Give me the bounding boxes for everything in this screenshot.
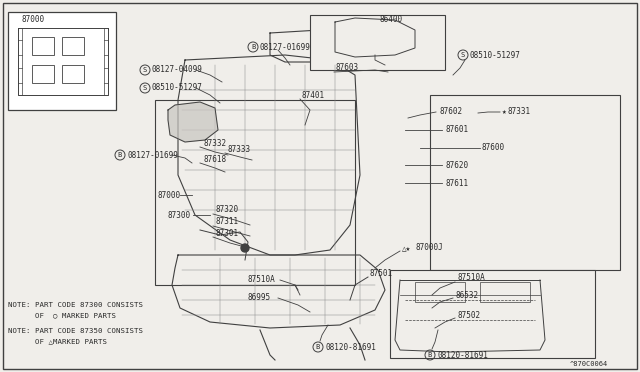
Bar xyxy=(32,37,54,55)
Text: 87300: 87300 xyxy=(168,211,191,219)
Text: 87601: 87601 xyxy=(445,125,468,135)
Bar xyxy=(390,270,595,358)
Text: 87502: 87502 xyxy=(458,311,481,320)
Text: ^870C0064: ^870C0064 xyxy=(570,361,608,367)
Text: 87600: 87600 xyxy=(482,144,505,153)
Bar xyxy=(310,15,445,70)
Bar xyxy=(430,95,620,270)
Text: 86532: 86532 xyxy=(455,291,478,299)
Text: 87320: 87320 xyxy=(215,205,238,215)
Text: S: S xyxy=(143,85,147,91)
Text: 08127-04099: 08127-04099 xyxy=(152,65,203,74)
Text: B: B xyxy=(118,152,122,158)
Text: B: B xyxy=(316,344,320,350)
Text: ★: ★ xyxy=(502,108,507,116)
Text: B: B xyxy=(428,352,432,358)
Text: 87000: 87000 xyxy=(157,190,180,199)
Text: 87602: 87602 xyxy=(440,108,463,116)
Text: NOTE: PART CODE 87350 CONSISTS: NOTE: PART CODE 87350 CONSISTS xyxy=(8,328,143,334)
Text: 87618: 87618 xyxy=(203,155,226,164)
Text: 87401: 87401 xyxy=(302,90,325,99)
Text: 08127-01699: 08127-01699 xyxy=(260,42,311,51)
Text: 87331: 87331 xyxy=(508,108,531,116)
Text: 87311: 87311 xyxy=(215,218,238,227)
Circle shape xyxy=(241,244,249,252)
Text: 08120-81691: 08120-81691 xyxy=(325,343,376,352)
Text: 87333: 87333 xyxy=(228,145,251,154)
Text: 08127-01699: 08127-01699 xyxy=(127,151,178,160)
Text: 08510-51297: 08510-51297 xyxy=(152,83,203,93)
Text: △★: △★ xyxy=(402,244,412,253)
Text: OF △MARKED PARTS: OF △MARKED PARTS xyxy=(8,338,107,344)
Text: NOTE: PART CODE 87300 CONSISTS: NOTE: PART CODE 87300 CONSISTS xyxy=(8,302,143,308)
Polygon shape xyxy=(270,30,358,62)
Text: 87620: 87620 xyxy=(445,160,468,170)
Bar xyxy=(155,100,355,285)
Text: 86400: 86400 xyxy=(380,16,403,25)
Polygon shape xyxy=(172,255,385,328)
Bar xyxy=(62,65,84,83)
Text: 87510A: 87510A xyxy=(248,276,276,285)
Polygon shape xyxy=(178,55,360,255)
Bar xyxy=(415,282,465,302)
Bar xyxy=(8,12,116,110)
Text: 87603: 87603 xyxy=(335,64,358,73)
Text: S: S xyxy=(461,52,465,58)
Text: 87332: 87332 xyxy=(203,138,226,148)
Text: 87301: 87301 xyxy=(215,228,238,237)
Text: OF  ○ MARKED PARTS: OF ○ MARKED PARTS xyxy=(8,312,116,318)
Text: 87501: 87501 xyxy=(370,269,393,278)
Text: 08510-51297: 08510-51297 xyxy=(470,51,521,60)
Text: B: B xyxy=(251,44,255,50)
Text: 08120-81691: 08120-81691 xyxy=(437,350,488,359)
Text: 87000J: 87000J xyxy=(415,244,443,253)
Bar xyxy=(480,282,530,302)
Bar xyxy=(32,65,54,83)
Text: 87611: 87611 xyxy=(445,179,468,187)
Bar xyxy=(62,37,84,55)
Text: S: S xyxy=(143,67,147,73)
Text: 87000: 87000 xyxy=(22,16,45,25)
Text: 87510A: 87510A xyxy=(458,273,486,282)
Polygon shape xyxy=(168,102,218,142)
Text: 86995: 86995 xyxy=(248,294,271,302)
